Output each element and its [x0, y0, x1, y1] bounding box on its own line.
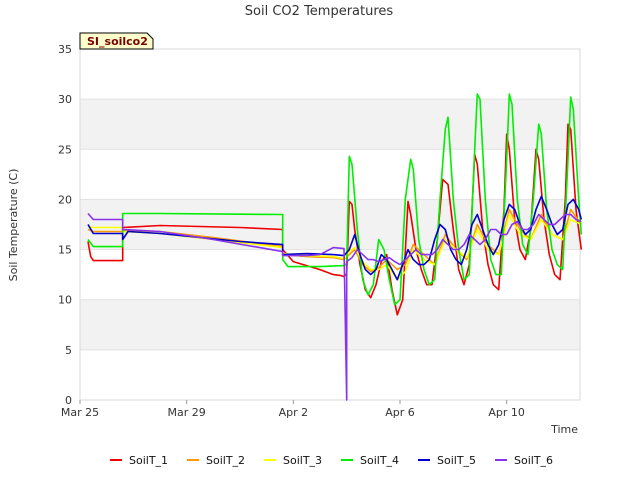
legend-label: SoilT_4 [360, 454, 399, 467]
legend: SoilT_1 SoilT_2 SoilT_3 SoilT_4 SoilT_5 SoilT… [110, 454, 553, 467]
series-line-soilt-5 [87, 195, 583, 281]
y-tick-label: 15 [58, 244, 72, 257]
x-axis-label: Time [550, 423, 578, 436]
x-tick-label: Apr 10 [488, 406, 525, 419]
grid-bands [80, 49, 580, 401]
x-tick-label: Apr 6 [385, 406, 415, 419]
grid-band [80, 149, 580, 200]
y-tick-label: 10 [58, 294, 72, 307]
legend-label: SoilT_3 [283, 454, 322, 467]
grid-band [80, 49, 580, 100]
station-badge-box [79, 32, 154, 50]
x-tick-label: Mar 25 [61, 406, 99, 419]
legend-label: SoilT_1 [129, 454, 168, 467]
x-tick-label: Mar 29 [168, 406, 206, 419]
chart-title: Soil CO2 Temperatures [245, 4, 394, 19]
x-axis-ticks: Mar 25 Mar 29 Apr 2 Apr 6 Apr 10 [61, 400, 525, 419]
series-lines [87, 93, 583, 401]
grid-band [80, 99, 580, 150]
station-badge: SI_soilco2 [79, 32, 154, 50]
grid-band [80, 349, 580, 400]
y-tick-label: 5 [65, 344, 72, 357]
y-tick-label: 25 [58, 143, 72, 156]
y-axis-ticks: 0 5 10 15 20 25 30 35 [58, 43, 72, 407]
grid-band [80, 299, 580, 350]
y-tick-label: 20 [58, 193, 72, 206]
station-badge-label: SI_soilco2 [87, 35, 148, 48]
legend-label: SoilT_5 [437, 454, 476, 467]
series-line-soilt-6 [87, 212, 582, 401]
x-tick-label: Apr 2 [279, 406, 309, 419]
y-tick-label: 35 [58, 43, 72, 56]
grid-band [80, 199, 580, 250]
legend-label: SoilT_6 [514, 454, 553, 467]
y-tick-label: 30 [58, 93, 72, 106]
y-tick-label: 0 [65, 394, 72, 407]
legend-label: SoilT_2 [206, 454, 245, 467]
y-axis-label: Soil Temperature (C) [7, 169, 20, 282]
